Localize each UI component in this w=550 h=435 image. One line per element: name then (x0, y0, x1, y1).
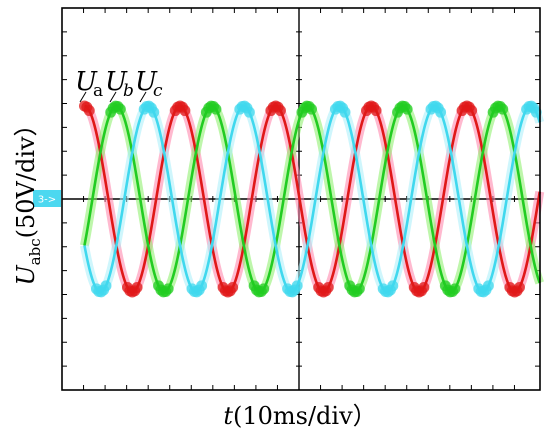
series-peak-mark-ua (466, 105, 478, 117)
series-peak-mark-ub (210, 103, 222, 115)
channel-marker: 3-> (33, 190, 61, 207)
series-peak-mark-ub (306, 103, 318, 115)
series-peak-mark-uc (482, 280, 494, 292)
series-peak-mark-ua (274, 105, 286, 117)
waveform-traces (78, 100, 542, 298)
legend-leader-uc (139, 91, 147, 103)
series-peak-mark-uc (291, 280, 303, 292)
series-peak-mark-ua (513, 281, 525, 293)
series-line-uc (83, 104, 542, 294)
legend-item-uc: U c (135, 67, 163, 101)
series-peak-mark-uc (196, 280, 208, 292)
series-peak-mark-ub (497, 103, 509, 115)
channel-marker-label: 3-> (38, 195, 56, 206)
series-peak-mark-uc (339, 106, 351, 118)
series-peak-mark-ub (449, 283, 461, 295)
x-axis-unit: (10ms/div） (233, 402, 377, 430)
legend-leader-ub (109, 91, 117, 103)
series-peak-mark-uc (387, 280, 399, 292)
y-axis-unit: (50V/div） (12, 112, 40, 238)
y-axis-label: Uabc(50V/div） (12, 112, 44, 285)
series-peak-mark-uc (243, 106, 255, 118)
series-legend: U a U b U c (75, 67, 163, 103)
series-peak-mark-uc (530, 106, 542, 118)
legend-subscript-uc: c (153, 81, 163, 101)
series-peak-mark-ub (162, 283, 174, 295)
series-peak-mark-ua (322, 281, 334, 293)
x-axis-label: t(10ms/div） (223, 402, 376, 430)
x-axis-symbol: t (223, 402, 233, 430)
legend-subscript-ub: b (123, 81, 134, 101)
y-axis-symbol: U (12, 265, 40, 286)
series-peak-mark-uc (100, 280, 112, 292)
legend-leader-ua (79, 91, 87, 103)
legend-symbol-ua: U (75, 67, 98, 97)
series-peak-mark-ub (353, 283, 365, 295)
series-peak-mark-uc (148, 106, 160, 118)
series-peak-mark-ua (370, 105, 382, 117)
series-peak-mark-ub (114, 103, 126, 115)
series-peak-mark-ub (258, 283, 270, 295)
y-axis-subscript: abc (26, 238, 44, 265)
channel-marker-box (33, 190, 61, 207)
series-peak-mark-ua (418, 281, 430, 293)
legend-item-ua: U a (75, 67, 103, 101)
series-peak-mark-ua (131, 281, 143, 293)
series-peak-mark-ub (401, 103, 413, 115)
series-peak-mark-ua (179, 105, 191, 117)
series-peak-mark-ua (83, 105, 95, 117)
legend-subscript-ua: a (93, 81, 103, 101)
legend-symbol-uc: U (135, 67, 158, 97)
series-peak-mark-ua (227, 281, 239, 293)
legend-item-ub: U b (105, 67, 134, 101)
series-peak-mark-uc (435, 106, 447, 118)
legend-symbol-ub: U (105, 67, 128, 97)
plot-frame (61, 7, 541, 391)
